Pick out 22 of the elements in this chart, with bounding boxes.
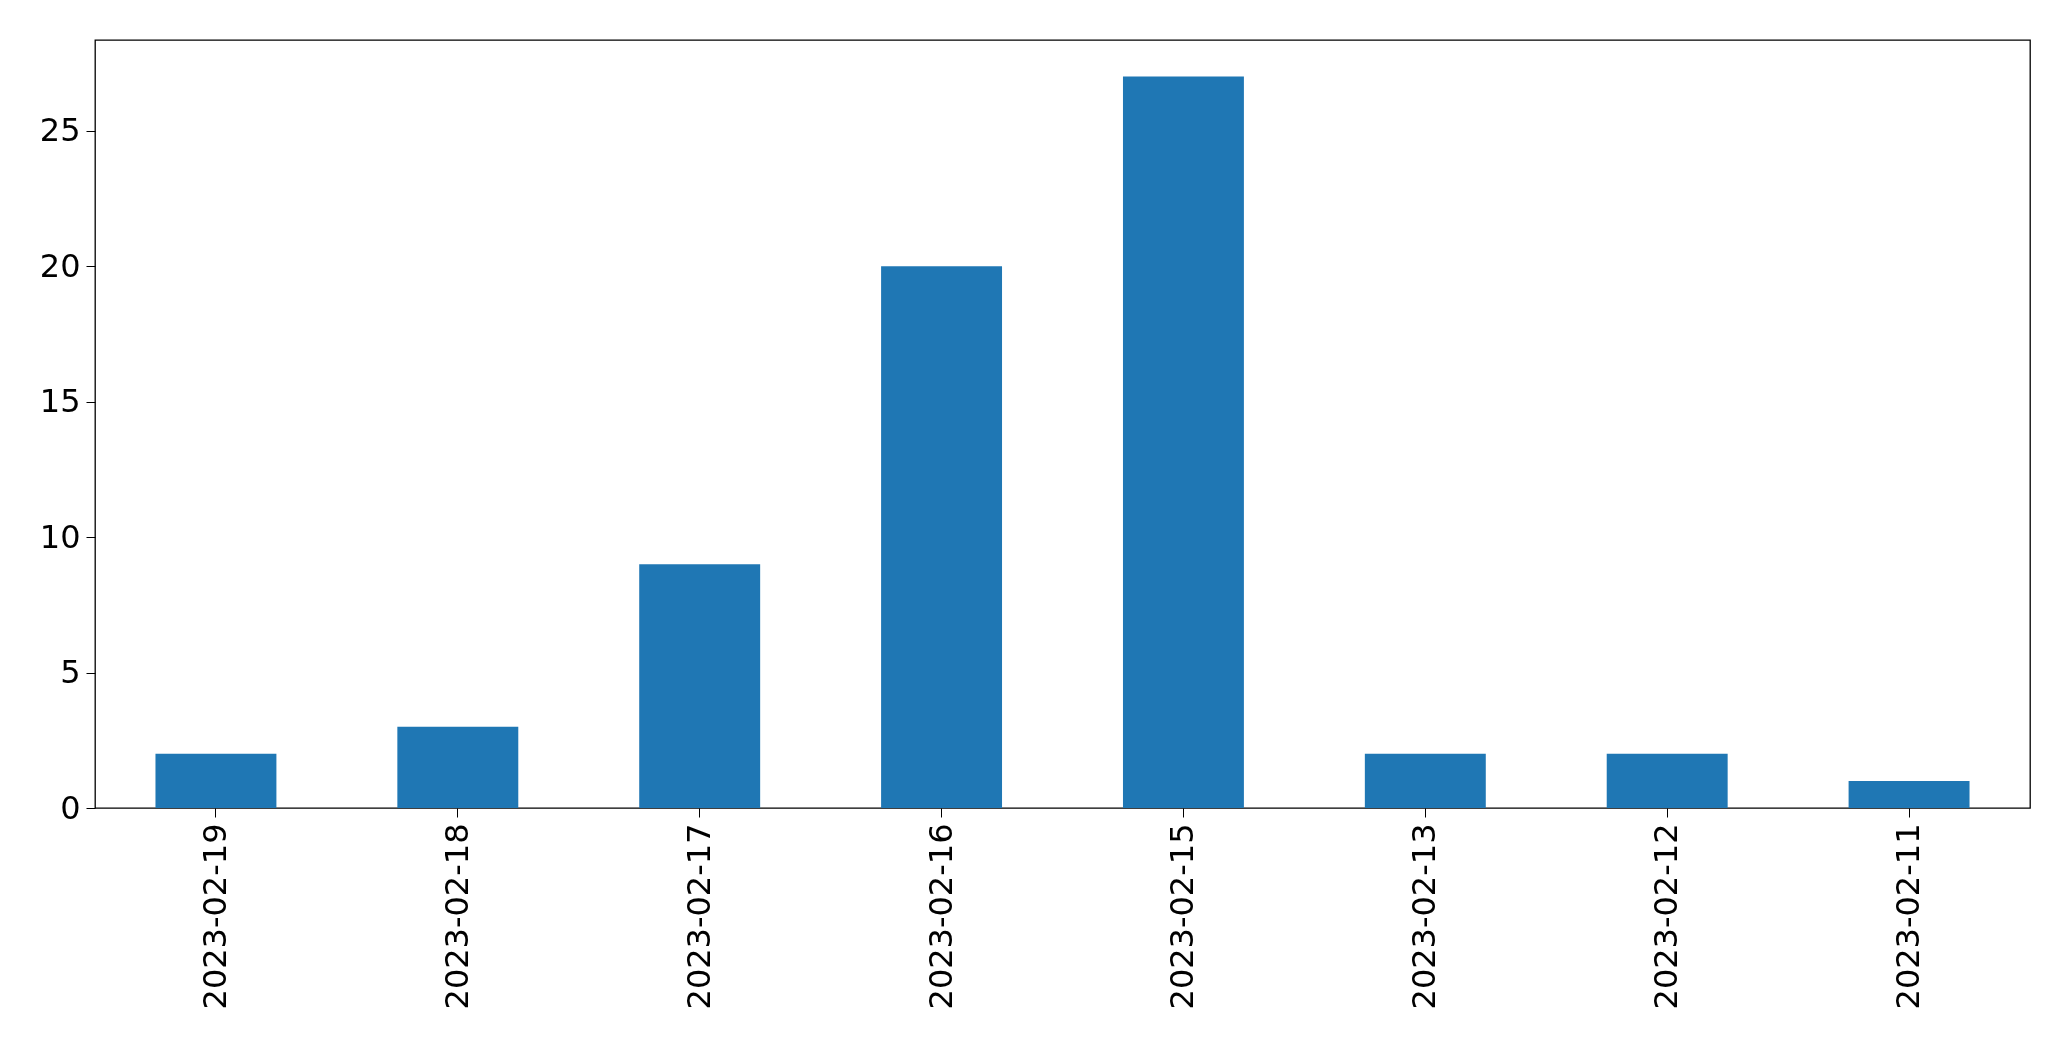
y-tick-label: 15 xyxy=(39,382,81,421)
bar xyxy=(1848,780,1970,808)
bar xyxy=(881,266,1003,808)
y-tick-label: 0 xyxy=(60,788,81,827)
y-tick-label: 20 xyxy=(39,246,81,285)
y-tick-label: 10 xyxy=(39,517,81,556)
bar xyxy=(1364,753,1486,808)
bar xyxy=(1122,76,1244,808)
bar xyxy=(639,564,761,808)
x-tick-label: 2023-02-17 xyxy=(679,823,718,1010)
x-tick-label: 2023-02-12 xyxy=(1647,823,1686,1010)
x-tick-label: 2023-02-15 xyxy=(1163,823,1202,1010)
y-tick-label: 25 xyxy=(39,111,81,150)
x-tick-label: 2023-02-18 xyxy=(437,823,476,1010)
bar xyxy=(397,726,519,808)
y-tick-label: 5 xyxy=(60,653,81,692)
x-tick-label: 2023-02-19 xyxy=(195,823,234,1010)
bar xyxy=(1606,753,1728,808)
x-tick-label: 2023-02-11 xyxy=(1889,823,1928,1010)
x-tick-label: 2023-02-13 xyxy=(1405,823,1444,1010)
bar xyxy=(155,753,277,808)
x-tick-label: 2023-02-16 xyxy=(921,823,960,1010)
